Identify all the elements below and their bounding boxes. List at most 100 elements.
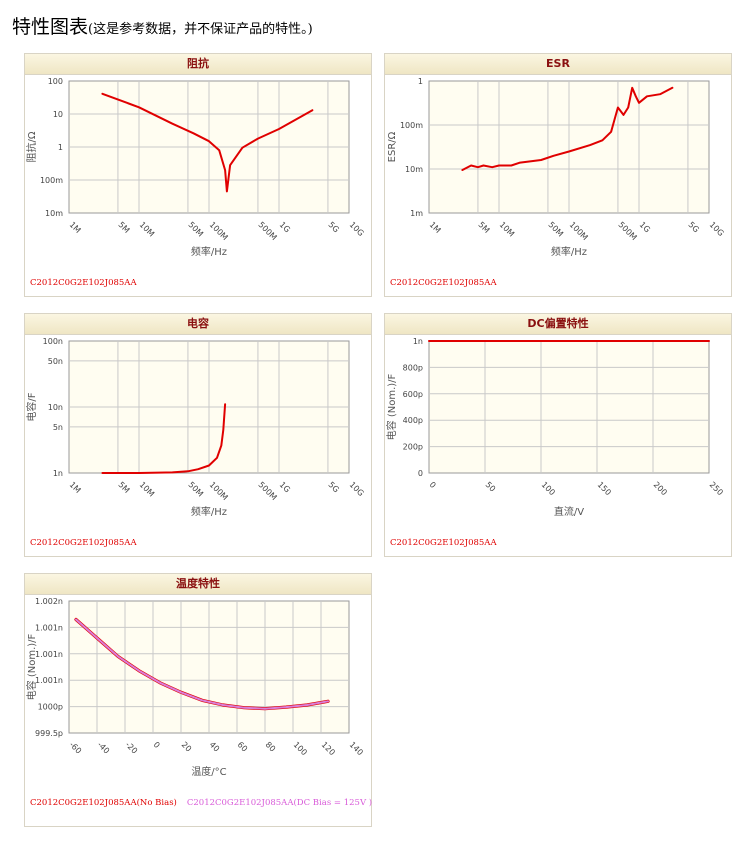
x-tick-label: 1M — [68, 220, 83, 235]
y-tick-label: 999.5p — [35, 729, 63, 738]
x-tick-label: 250 — [708, 480, 725, 497]
series-line-2 — [75, 618, 329, 710]
y-tick-label: 10m — [405, 165, 423, 174]
legend-entry-1: C2012C0G2E102J085AA(No Bias) — [30, 798, 177, 808]
legend-entry-1: C2012C0G2E102J085AA — [390, 538, 497, 548]
x-tick-label: 500M — [257, 220, 279, 242]
x-tick-label: 100M — [568, 220, 590, 242]
y-tick-label: 800p — [403, 363, 423, 372]
x-tick-label: -60 — [68, 740, 84, 756]
y-axis-label: 电容 (Nom.)/F — [385, 373, 398, 440]
x-tick-label: 10G — [708, 220, 726, 238]
legend-entry-1: C2012C0G2E102J085AA — [30, 278, 137, 288]
x-tick-label: 500M — [257, 480, 279, 502]
chart-title: 阻抗 — [25, 54, 371, 75]
x-tick-label: 80 — [264, 740, 278, 754]
x-tick-label: 200 — [652, 480, 669, 497]
y-tick-label: 10 — [53, 110, 63, 119]
x-tick-label: 500M — [617, 220, 639, 242]
y-tick-label: 100n — [43, 337, 63, 346]
chart-panel-impedance: 阻抗 1M 5M 10M 50M 100M 500M 1G 5G 10G 10m 100m 1 10 10… — [24, 53, 372, 297]
x-tick-label: 50 — [484, 480, 498, 494]
x-tick-label: 10G — [348, 220, 366, 238]
series-line-1 — [101, 92, 314, 193]
x-axis-label: 直流/V — [554, 505, 584, 518]
x-tick-label: 1M — [428, 220, 443, 235]
y-tick-label: 200p — [403, 443, 423, 452]
x-tick-label: 100 — [540, 480, 557, 497]
y-tick-label: 1 — [418, 77, 423, 86]
y-tick-label: 1n — [53, 469, 63, 478]
y-tick-label: 100m — [400, 121, 423, 130]
x-tick-label: 100M — [208, 480, 230, 502]
chart-esr: 1M 5M 10M 50M 100M 500M 1G 5G 10G 1m 10m 100m 1 频率/Hz… — [387, 77, 726, 258]
chart-panel-capacitance: 电容 1M 5M 10M 50M 100M 500M 1G 5G 10G 1n 5n 10n 50n 10… — [24, 313, 372, 557]
x-tick-label: 50M — [547, 220, 566, 239]
legend: C2012C0G2E102J085AA(No Bias) C2012C0G2E10… — [30, 798, 372, 808]
y-tick-label: 1.002n — [35, 597, 63, 606]
y-tick-label: 100m — [40, 176, 63, 185]
y-tick-label: 50n — [48, 357, 63, 366]
x-tick-label: 10G — [348, 480, 366, 498]
chart-capacitance: 1M 5M 10M 50M 100M 500M 1G 5G 10G 1n 5n 10n 50n 100n 频… — [25, 337, 366, 518]
page-title: 特性图表(这是参考数据，并不保证产品的特性。) — [12, 12, 313, 39]
x-tick-label: 5G — [327, 480, 341, 494]
x-tick-label: 5G — [687, 220, 701, 234]
x-tick-label: 10M — [138, 480, 157, 499]
x-tick-label: 40 — [208, 740, 222, 754]
x-tick-label: 140 — [348, 740, 365, 757]
y-tick-label: 10n — [48, 403, 63, 412]
x-tick-label: 0 — [428, 480, 438, 490]
y-tick-label: 1.001n — [35, 623, 63, 632]
x-tick-label: 1G — [278, 220, 292, 234]
page-title-note: (这是参考数据，并不保证产品的特性。) — [88, 22, 313, 37]
y-tick-label: 1.001n — [35, 676, 63, 685]
x-tick-label: 10M — [138, 220, 157, 239]
x-tick-label: 50M — [187, 480, 206, 499]
x-tick-label: -40 — [96, 740, 112, 756]
y-tick-label: 600p — [403, 390, 423, 399]
chart-title: ESR — [385, 54, 731, 75]
y-tick-label: 1 — [58, 143, 63, 152]
y-axis-label: 电容 (Nom.)/F — [25, 633, 38, 700]
x-tick-label: 60 — [236, 740, 250, 754]
y-tick-label: 400p — [403, 416, 423, 425]
x-axis-label: 频率/Hz — [191, 505, 227, 518]
chart-dc-bias: 0 50 100 150 200 250 0 200p 400p 600p 800p 1n 直流/V 电容… — [385, 337, 725, 518]
legend-entry-1: C2012C0G2E102J085AA — [30, 538, 137, 548]
legend-entry-2: C2012C0G2E102J085AA(DC Bias = 125V ) — [186, 798, 373, 808]
x-tick-label: 150 — [596, 480, 613, 497]
y-tick-label: 10m — [45, 209, 63, 218]
chart-title: 电容 — [25, 314, 371, 335]
x-axis-label: 温度/°C — [191, 765, 226, 778]
x-tick-label: 1M — [68, 480, 83, 495]
x-tick-label: 20 — [180, 740, 194, 754]
page-title-main: 特性图表 — [12, 16, 89, 38]
y-axis-label: 电容/F — [25, 392, 38, 421]
series-line-1 — [101, 403, 227, 474]
chart-temperature: -60 -40 -20 0 20 40 60 80 100 120 140 999.5p 1000p 1.… — [25, 597, 365, 778]
y-tick-label: 0 — [418, 469, 423, 478]
x-tick-label: 5M — [477, 220, 492, 235]
y-tick-label: 1000p — [38, 703, 63, 712]
y-tick-label: 1m — [410, 209, 423, 218]
x-tick-label: 0 — [152, 740, 162, 750]
y-tick-label: 1.001n — [35, 650, 63, 659]
chart-panel-esr: ESR 1M 5M 10M 50M 100M 500M 1G 5G 10G 1m 10m 100m 1 频… — [384, 53, 732, 297]
x-tick-label: 50M — [187, 220, 206, 239]
x-tick-label: 1G — [638, 220, 652, 234]
plot-area — [428, 340, 710, 474]
x-tick-label: 100 — [292, 740, 309, 757]
y-axis-label: 阻抗/Ω — [25, 131, 38, 162]
series-line-1 — [461, 86, 674, 171]
x-tick-label: 10M — [498, 220, 517, 239]
x-tick-label: 100M — [208, 220, 230, 242]
x-tick-label: 5G — [327, 220, 341, 234]
x-tick-label: 5M — [117, 480, 132, 495]
chart-panel-temperature: 温度特性 -60 -40 -20 0 20 40 60 80 100 120 140 999.5p 10… — [24, 573, 372, 827]
x-tick-label: 1G — [278, 480, 292, 494]
x-axis-label: 频率/Hz — [191, 245, 227, 258]
x-tick-label: 5M — [117, 220, 132, 235]
chart-panel-dc-bias: DC偏置特性 0 50 100 150 200 250 0 200p 400p 600p 800p 1… — [384, 313, 732, 557]
y-axis-label: ESR/Ω — [387, 131, 398, 162]
